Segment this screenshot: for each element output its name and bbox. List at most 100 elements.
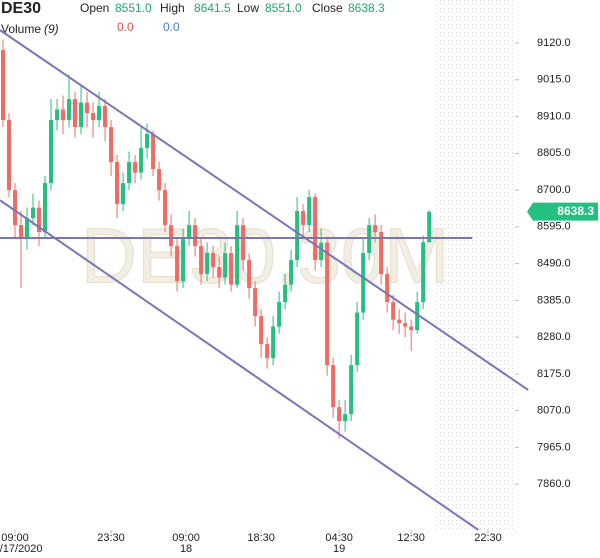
- candle-body: [247, 260, 252, 289]
- y-tick-label: 8490.0: [537, 258, 571, 270]
- candle-body: [25, 218, 30, 240]
- y-tick-label: 7965.0: [537, 441, 571, 453]
- open-label: Open: [80, 1, 109, 15]
- symbol: DE30: [1, 0, 41, 17]
- candle-body: [289, 260, 294, 285]
- candle-body: [151, 134, 156, 170]
- candle-body: [103, 106, 108, 128]
- candle-body: [295, 211, 300, 261]
- candle-body: [277, 302, 282, 327]
- candle-body: [271, 326, 276, 359]
- candle-body: [97, 106, 102, 121]
- candle-body: [343, 414, 348, 422]
- candle-body: [385, 274, 390, 303]
- candle-body: [235, 225, 240, 285]
- candle-body: [67, 99, 72, 121]
- candle-body: [91, 113, 96, 121]
- y-tick-label: 8595.0: [537, 221, 571, 233]
- volume-value: 0.0: [117, 20, 134, 34]
- candle-body: [199, 246, 204, 275]
- candle-body: [193, 225, 198, 247]
- candle-body: [7, 120, 12, 191]
- trend-line: [0, 29, 529, 391]
- candle-body: [43, 183, 48, 233]
- candle-body: [253, 288, 258, 317]
- y-tick-label: 8175.0: [537, 368, 571, 380]
- y-tick-label: 8280.0: [537, 331, 571, 343]
- candle-body: [283, 284, 288, 303]
- candle-body: [85, 102, 90, 114]
- high-value: 8641.5: [194, 1, 231, 15]
- open-value: 8551.0: [115, 1, 152, 15]
- volume-value: 0.0: [163, 20, 180, 34]
- candle-body: [373, 225, 378, 233]
- y-tick-label: 8385.0: [537, 294, 571, 306]
- candle-body: [331, 365, 336, 408]
- candle-body: [229, 253, 234, 285]
- candle-body: [337, 407, 342, 422]
- y-tick-label: 8910.0: [537, 110, 571, 122]
- x-tick-label: 12:30: [397, 532, 425, 544]
- candle-body: [31, 207, 36, 219]
- candle-body: [241, 225, 246, 261]
- candle-body: [355, 312, 360, 366]
- candle-body: [49, 120, 54, 184]
- x-tick-label: 23:30: [97, 532, 125, 544]
- candle-body: [19, 225, 24, 240]
- candle-body: [415, 302, 420, 331]
- candle-body: [109, 127, 114, 163]
- x-tick-sublabel: 18: [180, 543, 192, 555]
- candle-body: [115, 162, 120, 205]
- candle-body: [421, 242, 426, 303]
- close-value: 8638.3: [348, 1, 385, 15]
- candle-body: [13, 190, 18, 226]
- y-tick-label: 9120.0: [537, 37, 571, 49]
- candle-body: [301, 211, 306, 226]
- candle-body: [223, 253, 228, 278]
- low-label: Low: [237, 1, 259, 15]
- candle-body: [361, 253, 366, 313]
- candle-body: [409, 326, 414, 331]
- candle-body: [1, 50, 6, 121]
- x-tick-sublabel: 03/17/2020: [0, 543, 43, 555]
- candle-body: [163, 190, 168, 226]
- x-tick-label: 18:30: [247, 532, 275, 544]
- candle-body: [211, 253, 216, 268]
- candle-body: [37, 207, 42, 233]
- y-tick-label: 8070.0: [537, 405, 571, 417]
- candle-body: [133, 162, 138, 173]
- candle-body: [307, 197, 312, 226]
- candle-body: [349, 365, 354, 415]
- close-label: Close: [312, 1, 343, 15]
- candle-body: [127, 162, 132, 184]
- candle-body: [259, 316, 264, 345]
- candle-body: [73, 99, 78, 128]
- low-value: 8551.0: [265, 1, 302, 15]
- candle-body: [313, 197, 318, 261]
- candle-body: [205, 253, 210, 275]
- price-badge-label: 8638.3: [557, 204, 594, 218]
- candle-body: [397, 319, 402, 324]
- x-tick-sublabel: 19: [333, 543, 345, 555]
- candle-body: [145, 134, 150, 149]
- candle-body: [325, 242, 330, 366]
- candle-body: [181, 239, 186, 282]
- candle-body: [217, 267, 222, 278]
- y-tick-label: 9015.0: [537, 74, 571, 86]
- y-tick-label: 8700.0: [537, 184, 571, 196]
- x-tick-label: 09:00: [172, 532, 200, 544]
- candle-body: [319, 242, 324, 261]
- watermark: DE30,30M: [81, 212, 450, 300]
- candle-body: [187, 225, 192, 240]
- y-tick-label: 8805.0: [537, 147, 571, 159]
- candle-body: [379, 232, 384, 275]
- candle-body: [121, 183, 126, 205]
- candle-body: [403, 323, 408, 327]
- candle-body: [175, 246, 180, 282]
- high-label: High: [160, 1, 185, 15]
- y-tick-label: 7860.0: [537, 478, 571, 490]
- volume-period: (9): [44, 22, 59, 36]
- candle-body: [55, 109, 60, 121]
- candle-body: [157, 169, 162, 191]
